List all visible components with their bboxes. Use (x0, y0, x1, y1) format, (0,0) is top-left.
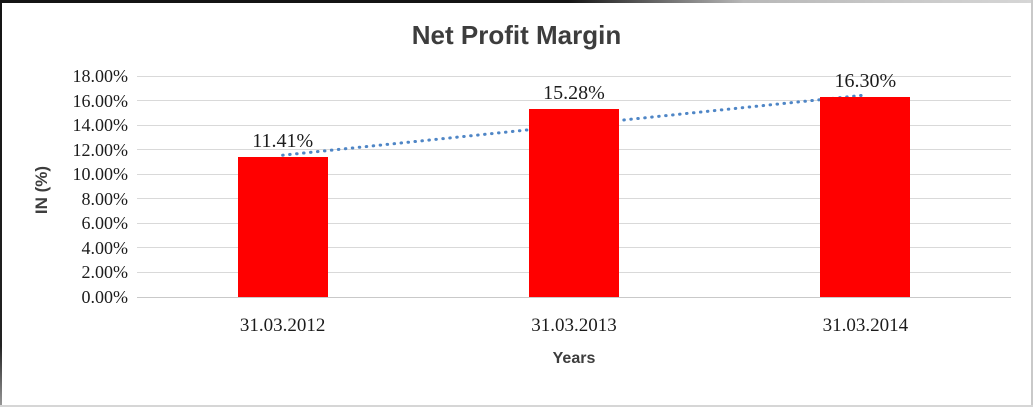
bar-data-label: 15.28% (543, 82, 605, 105)
y-axis-tick-label: 14.00% (72, 115, 129, 136)
y-axis-tick-label: 12.00% (72, 139, 129, 160)
window-border-right (1031, 0, 1033, 407)
x-axis-title: Years (552, 350, 596, 367)
gridline (137, 100, 1011, 102)
bar-data-label: 11.41% (252, 129, 314, 152)
bar (529, 109, 619, 297)
y-axis-tick-label: 18.00% (72, 66, 129, 86)
bar-data-label: 16.30% (834, 69, 897, 92)
x-axis-tick-label: 31.03.2013 (531, 315, 617, 336)
bar (237, 156, 328, 297)
y-axis-tick-label: 4.00% (81, 237, 129, 258)
y-axis-tick-label: 16.00% (72, 90, 129, 111)
gridline (137, 75, 1011, 77)
x-axis-tick-label: 31.03.2014 (822, 315, 909, 336)
window-border-bottom (0, 405, 1033, 407)
gridline (137, 296, 1011, 298)
window-border-top (0, 0, 1033, 3)
x-axis-tick-label: 31.03.2012 (239, 315, 326, 336)
window-border-left (0, 0, 2, 407)
y-axis-tick-label: 2.00% (81, 262, 129, 283)
y-axis-tick-label: 6.00% (81, 213, 129, 234)
y-axis-tick-label: 8.00% (81, 188, 129, 209)
y-axis-tick-label: 10.00% (72, 164, 129, 185)
chart-title: Net Profit Margin (411, 20, 622, 50)
plot-area: 11.41% 15.28% 16.30% (137, 71, 1011, 298)
y-axis-tick-label: 0.00% (81, 287, 129, 307)
bar (820, 96, 911, 297)
